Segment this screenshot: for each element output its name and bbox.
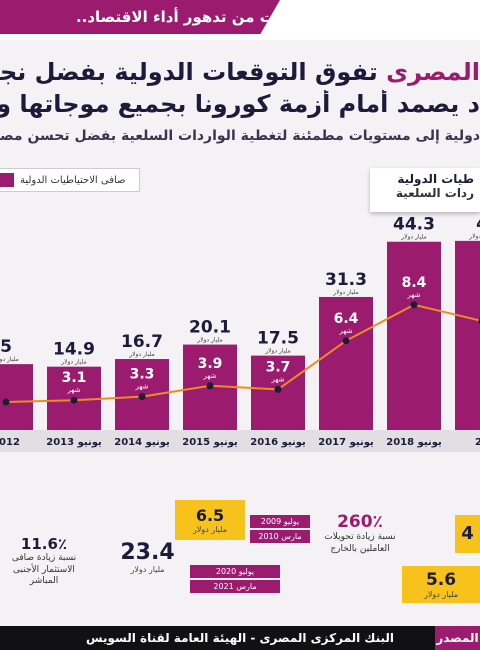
footer-sources: البنك المركزى المصرى - الهيئة العامة لقن… — [86, 631, 395, 645]
value-5-6: 5.6 مليار دولار — [402, 566, 480, 603]
months-value-label: 6.4 — [334, 311, 359, 327]
bar-unit-label: مليار دولار — [264, 348, 291, 355]
bar-value-label: 31.3 — [325, 270, 367, 290]
months-point — [410, 301, 418, 309]
bar-value-label: 17.5 — [257, 329, 299, 349]
months-unit-label: شهر — [271, 375, 285, 383]
category-label: يونيو 2018 — [386, 437, 442, 448]
category-label: يونيو 2016 — [250, 437, 306, 448]
bar — [455, 240, 480, 430]
category-label: يونيو 2013 — [46, 437, 102, 448]
months-point — [2, 398, 10, 406]
bar — [319, 296, 373, 430]
months-value-label: 3.9 — [198, 356, 223, 372]
top-tag: ات من تدهور أداء الاقتصاد.. — [0, 0, 280, 34]
value-6-5: 6.5 مليار دولار — [175, 500, 245, 540]
months-unit-label: شهر — [135, 383, 149, 391]
legend-box-line-1: طيات الدولية — [397, 172, 474, 186]
months-unit-label: شهر — [67, 386, 81, 394]
value-4: 4 — [455, 515, 480, 553]
bar-value-label: 16.7 — [121, 332, 163, 352]
category-label: يونيو 2017 — [318, 437, 374, 448]
period-b-start: يوليو 2020 — [190, 565, 280, 578]
months-point — [342, 337, 350, 345]
fdi-note: نسبة زيادة صافى الاستثمار الأجنبى المباش… — [11, 553, 77, 587]
value-23-4-number: 23.4 — [120, 540, 175, 565]
fdi-stat: 11.6٪ نسبة زيادة صافى الاستثمار الأجنبى … — [8, 535, 80, 588]
value-4-number: 4 — [461, 523, 474, 544]
headline-line-2: د يصمد أمام أزمة كورونا بجميع موجاتها وت… — [0, 90, 480, 118]
category-label: 20 — [475, 437, 480, 448]
bar-unit-label: مليار دولار — [60, 359, 87, 366]
period-a-end: مارس 2010 — [250, 530, 310, 543]
months-point — [70, 396, 78, 404]
headline-line-1-text: تفوق التوقعات الدولية بفضل نجاح برنامج ا… — [0, 58, 378, 86]
bar-value-label: 4 — [476, 214, 480, 234]
remit-pct: 260٪ — [337, 512, 383, 532]
bar — [0, 364, 33, 430]
value-23-4-unit: مليار دولار — [130, 565, 165, 574]
value-5-6-unit: مليار دولار — [423, 590, 459, 599]
months-point — [274, 385, 282, 393]
bar-unit-label: مليار دولار — [196, 337, 223, 344]
months-unit-label: شهر — [203, 372, 217, 380]
period-b: يوليو 2020 مارس 2021 — [190, 565, 280, 593]
headline-highlight: المصرى — [386, 58, 480, 86]
period-a-start: يوليو 2009 — [250, 515, 310, 528]
bar-value-label: 20.1 — [189, 318, 231, 338]
period-a: يوليو 2009 مارس 2010 — [250, 515, 310, 543]
top-bar: ات من تدهور أداء الاقتصاد.. — [0, 0, 480, 40]
fdi-pct: 11.6٪ — [20, 535, 68, 553]
value-6-5-unit: مليار دولار — [192, 525, 228, 534]
legend-months-box: طيات الدولية ردات السلعية — [370, 168, 480, 212]
bar-unit-label: مليار دولار — [0, 356, 19, 363]
months-value-label: 3.3 — [130, 367, 155, 383]
legend-swatch — [0, 173, 14, 187]
bar-value-label: 14.9 — [53, 340, 95, 360]
bar — [387, 241, 441, 430]
category-label: 2012 — [0, 437, 20, 448]
period-b-end: مارس 2021 — [190, 580, 280, 593]
bar-unit-label: مليار دولار — [332, 289, 359, 296]
months-line — [5, 303, 480, 403]
months-value-label: 3.7 — [266, 359, 291, 375]
bar-unit-label: مليار دولار — [400, 234, 427, 241]
legend-box-line-2: ردات السلعية — [395, 186, 474, 200]
remit-note: نسبة زيادة تحويلات العاملين بالخارج — [324, 532, 396, 554]
headline-line-1: المصرى تفوق التوقعات الدولية بفضل نجاح ب… — [0, 58, 480, 86]
footer: البنك المركزى المصرى - الهيئة العامة لقن… — [0, 626, 480, 650]
months-value-label: 8.4 — [402, 275, 427, 291]
value-6-5-number: 6.5 — [195, 506, 225, 525]
footer-source-label: المصدر — [435, 626, 480, 650]
value-23-4: 23.4 مليار دولار — [110, 540, 185, 574]
months-point — [206, 382, 214, 390]
months-point — [138, 393, 146, 401]
months-unit-label: شهر — [339, 327, 353, 335]
category-label: يونيو 2014 — [114, 437, 170, 448]
category-label: يونيو 2015 — [182, 437, 238, 448]
bar-unit-label: مليار دولار — [128, 351, 155, 358]
value-5-6-number: 5.6 — [425, 570, 457, 590]
months-value-label: 3.1 — [62, 370, 87, 386]
bar-value-label: 44.3 — [393, 215, 435, 235]
headline-line-3: دولية إلى مستويات مطمئنة لتغطية الواردات… — [0, 128, 480, 144]
remit-stat: 260٪ نسبة زيادة تحويلات العاملين بالخارج — [315, 512, 405, 555]
x-axis-band — [0, 430, 480, 452]
legend-reserves: صافى الاحتياطيات الدولية — [0, 168, 140, 192]
bar-unit-label: مليار دولار — [468, 233, 480, 240]
months-unit-label: شهر — [407, 291, 421, 299]
legend-reserves-label: صافى الاحتياطيات الدولية — [20, 174, 126, 186]
bar-value-label: 5 — [0, 337, 12, 357]
